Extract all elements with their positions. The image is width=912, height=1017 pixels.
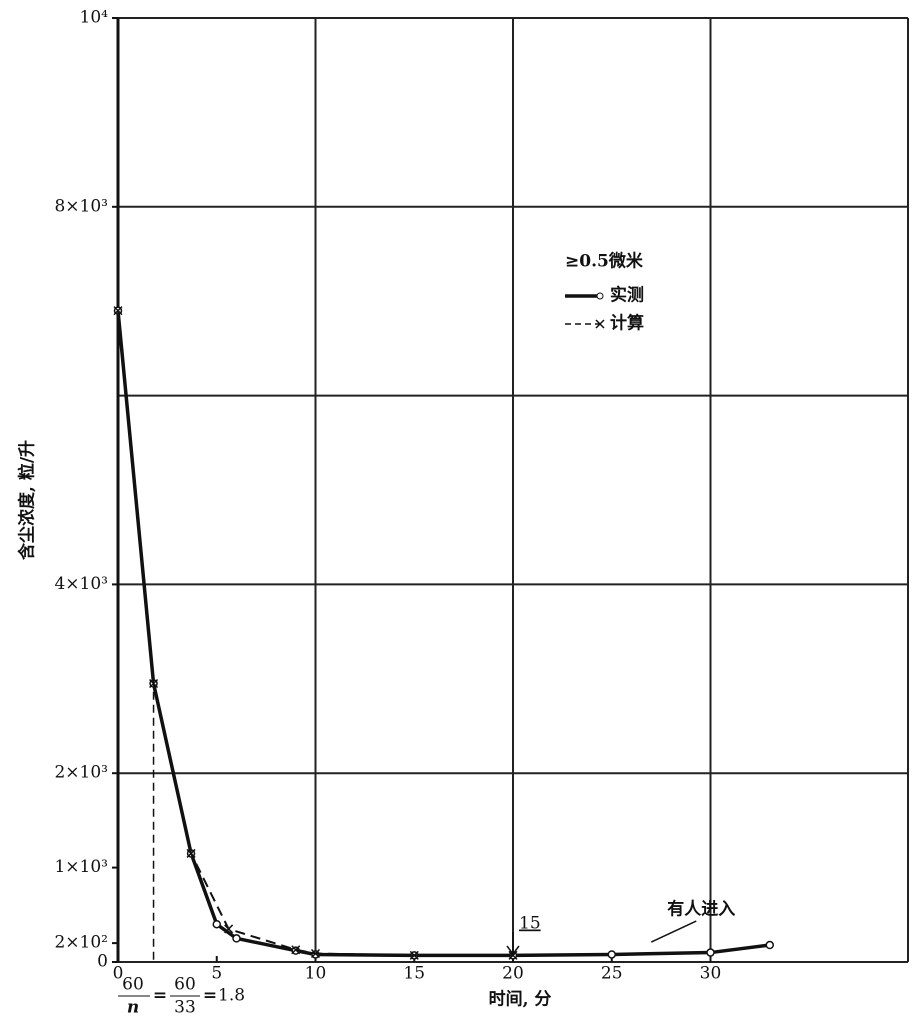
series-line xyxy=(117,310,513,957)
point xyxy=(149,678,159,689)
formula-sign: = xyxy=(153,986,167,1006)
point xyxy=(765,940,774,950)
legend-title: ≥0.5微米 xyxy=(565,251,644,272)
point xyxy=(113,306,123,316)
x-tick-label: 25 xyxy=(601,964,623,984)
annotation-arrow xyxy=(650,920,697,943)
formula-part: 60 xyxy=(122,975,144,995)
y-tick-label: 0 xyxy=(97,952,108,972)
y-tick-label: 2×10³ xyxy=(54,763,108,783)
formula-sign: = xyxy=(203,986,217,1006)
x-tick-label: 5 xyxy=(211,964,222,984)
point xyxy=(232,934,241,943)
x-tick-label: 10 xyxy=(305,964,327,984)
x-tick-label: 15 xyxy=(403,964,425,984)
point xyxy=(508,950,518,960)
point xyxy=(291,945,301,955)
y-tick-label: 4×10³ xyxy=(54,574,108,594)
x-tick-label: 30 xyxy=(700,964,722,984)
legend-label: 计算 xyxy=(610,313,644,334)
arrow-marker-label: 15 xyxy=(519,914,541,934)
annotation: 有人进入 xyxy=(667,899,735,920)
formula-part: n xyxy=(127,998,139,1017)
formula-part: 33 xyxy=(174,998,196,1017)
series-line xyxy=(116,310,770,958)
point xyxy=(224,924,234,934)
y-tick-label: 8×10³ xyxy=(54,196,108,216)
y-axis-label: 含尘浓度, 粒/升 xyxy=(17,440,38,560)
arrow-marker xyxy=(506,932,520,956)
point xyxy=(186,848,196,858)
x-tick-label: 20 xyxy=(502,964,524,984)
legend-marker xyxy=(596,292,604,300)
point xyxy=(607,950,616,959)
y-tick-label: 10⁴ xyxy=(80,8,109,28)
legend-label: 实测 xyxy=(610,285,644,306)
formula-part: 1.8 xyxy=(218,986,245,1006)
point xyxy=(409,950,419,960)
y-tick-label: 2×10² xyxy=(54,933,108,953)
point xyxy=(212,919,221,929)
point xyxy=(310,948,321,959)
x-tick-label: 0 xyxy=(113,964,124,984)
point xyxy=(706,948,715,957)
x-axis-label: 时间, 分 xyxy=(489,989,552,1010)
formula-part: 60 xyxy=(174,975,196,995)
y-tick-label: 1×10³ xyxy=(54,857,108,877)
legend-marker xyxy=(595,319,605,329)
